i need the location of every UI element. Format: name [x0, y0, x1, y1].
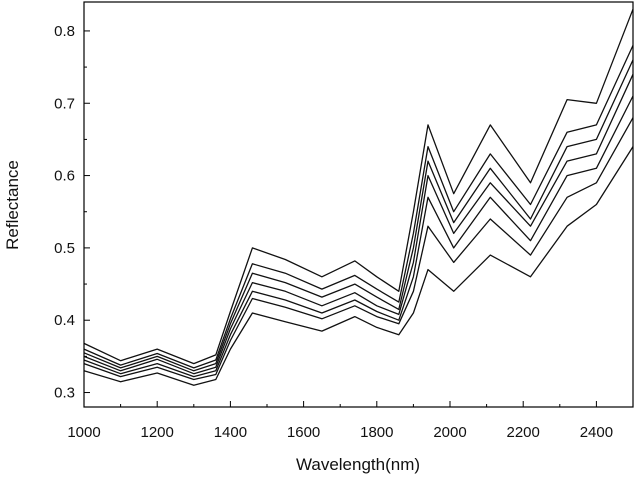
y-tick-label: 0.7 — [54, 95, 75, 112]
y-tick-label: 0.3 — [54, 385, 75, 402]
spectrum-line-4 — [83, 74, 634, 375]
y-axis-title: Reflectance — [3, 160, 22, 250]
y-tick-label: 0.8 — [54, 23, 75, 40]
y-tick-label: 0.6 — [54, 168, 75, 185]
y-tick-label: 0.5 — [54, 240, 75, 257]
spectrum-line-3 — [83, 95, 634, 378]
series-layer — [83, 8, 634, 386]
x-tick-label: 2400 — [580, 424, 613, 441]
x-tick-label: 1000 — [67, 424, 100, 441]
spectrum-line-1 — [83, 146, 634, 386]
x-axis-title: Wavelength(nm) — [296, 455, 420, 474]
spectrum-line-7 — [83, 8, 634, 365]
x-tick-label: 1400 — [214, 424, 247, 441]
x-tick-label: 1200 — [141, 424, 174, 441]
x-tick-label: 1800 — [360, 424, 393, 441]
spectrum-line-2 — [83, 117, 634, 381]
spectrum-line-5 — [83, 59, 634, 372]
y-tick-label: 0.4 — [54, 312, 75, 329]
plot-frame — [83, 1, 634, 408]
x-tick-label: 2200 — [507, 424, 540, 441]
spectrum-line-6 — [83, 45, 634, 369]
x-tick-label: 2000 — [433, 424, 466, 441]
y-axis: 0.3 0.4 0.5 0.6 0.7 0.8 — [54, 23, 90, 402]
x-tick-label: 1600 — [287, 424, 320, 441]
x-axis: 1000 1200 1400 1600 1800 2000 2200 2400 — [67, 401, 613, 441]
